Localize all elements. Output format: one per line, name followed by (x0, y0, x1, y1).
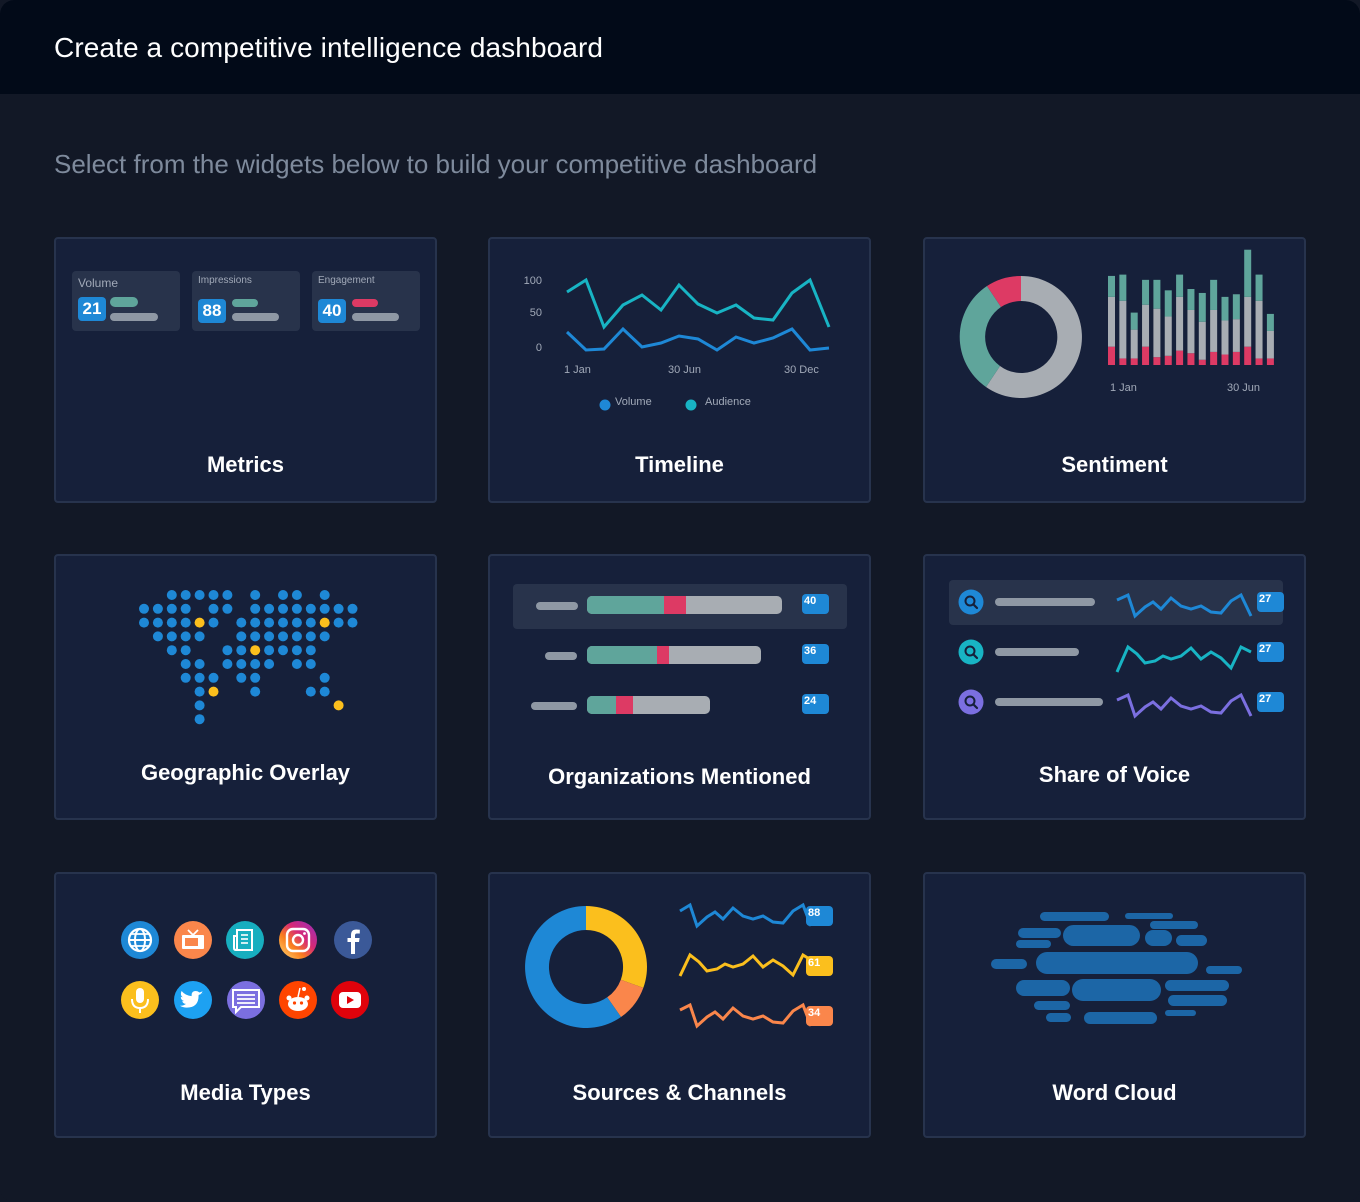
metric-value: 21 (78, 297, 106, 321)
source-count-badge: 88 (806, 906, 833, 926)
tv-icon (174, 921, 212, 959)
metric-value: 40 (318, 299, 346, 323)
volume-line (565, 326, 830, 352)
metric-value: 88 (198, 299, 226, 323)
legend-volume-label: Volume (615, 396, 652, 408)
sov-sparkline-1 (1116, 592, 1253, 619)
timeline-chart: 100 50 0 1 Jan 30 Jun 30 Dec Volume Audi… (524, 275, 831, 411)
sources-chart (525, 902, 813, 1029)
chat-bubble-icon (227, 981, 265, 1019)
metric-box-impressions: Impressions 88 (192, 271, 300, 331)
source-sparkline-1 (679, 902, 813, 929)
word-cloud-graphic (991, 912, 1242, 1024)
media-icons (121, 921, 372, 1019)
metric-bar-accent (352, 299, 378, 307)
widget-card-media-types[interactable]: Media Types (54, 872, 437, 1138)
x-tick-jun: 30 Jun (668, 364, 701, 376)
widget-label: Metrics (206, 452, 285, 477)
legend-volume-dot (599, 399, 611, 411)
metric-bar (110, 313, 158, 321)
sov-graphics (958, 589, 1253, 719)
widget-label: Sources & Channels (572, 1080, 787, 1105)
widget-label: Share of Voice (1038, 762, 1191, 787)
search-icon (958, 639, 984, 665)
org-name-placeholder (545, 652, 577, 660)
metric-box-volume: Volume 21 (72, 271, 180, 331)
sov-sparkline-2 (1115, 644, 1252, 673)
widget-label: Geographic Overlay (140, 760, 351, 785)
widget-card-sentiment[interactable]: 1 Jan 30 Jun Sentiment (923, 237, 1306, 503)
widget-card-word-cloud[interactable]: Word Cloud (923, 872, 1306, 1138)
sov-count-badge: 27 (1257, 692, 1284, 712)
widget-card-share-of-voice[interactable]: 27 27 27 Share of Voice (923, 554, 1306, 820)
metric-name: Volume (78, 276, 119, 290)
sentiment-x-tick-jun: 30 Jun (1227, 382, 1260, 394)
widget-card-metrics[interactable]: Volume 21 Impressions 88 Engagement 40 M… (54, 237, 437, 503)
search-icon (958, 589, 984, 615)
x-tick-dec: 30 Dec (784, 364, 819, 376)
world-dot-map (139, 590, 358, 725)
search-icon (958, 689, 984, 715)
twitter-icon (174, 981, 212, 1019)
sources-donut (525, 906, 647, 1028)
org-count-badge: 36 (802, 644, 829, 664)
widget-card-timeline[interactable]: 100 50 0 1 Jan 30 Jun 30 Dec Volume Audi… (488, 237, 871, 503)
widget-label: Sentiment (1061, 452, 1168, 477)
y-tick-50: 50 (530, 307, 542, 319)
metric-bar-accent (110, 297, 138, 307)
metric-name: Engagement (318, 275, 375, 286)
widget-label: Timeline (635, 452, 724, 477)
page-subtitle: Select from the widgets below to build y… (54, 149, 818, 179)
widget-card-sources[interactable]: 88 61 34 Sources & Channels (488, 872, 871, 1138)
instagram-icon (279, 921, 317, 959)
sov-sparkline-3 (1116, 692, 1253, 719)
sov-count-badge: 27 (1257, 642, 1284, 662)
microphone-icon (121, 981, 159, 1019)
legend-audience-dot (685, 399, 697, 411)
org-sentiment-bar (587, 696, 710, 714)
source-count-badge: 34 (806, 1006, 833, 1026)
audience-line (566, 277, 831, 330)
metric-bar (352, 313, 399, 321)
metric-bar (232, 313, 279, 321)
org-count-badge: 24 (802, 694, 829, 714)
reddit-icon (279, 981, 317, 1019)
org-count-badge: 40 (802, 594, 829, 614)
org-sentiment-bar (587, 596, 782, 614)
widget-card-geographic[interactable]: Geographic Overlay (54, 554, 437, 820)
x-tick-jan: 1 Jan (564, 364, 591, 376)
metric-box-engagement: Engagement 40 (312, 271, 420, 331)
y-tick-100: 100 (524, 275, 542, 287)
globe-icon (121, 921, 159, 959)
widget-label: Organizations Mentioned (548, 764, 811, 789)
y-tick-0: 0 (536, 342, 542, 354)
page-title: Create a competitive intelligence dashbo… (54, 32, 604, 63)
widget-label: Word Cloud (1052, 1080, 1177, 1105)
sentiment-x-tick-jan: 1 Jan (1110, 382, 1137, 394)
source-count-badge: 61 (806, 956, 833, 976)
sentiment-stacked-bars (1108, 249, 1274, 365)
youtube-icon (331, 981, 369, 1019)
news-icon (226, 921, 264, 959)
org-sentiment-bar (587, 646, 761, 664)
org-name-placeholder (536, 602, 578, 610)
header: Create a competitive intelligence dashbo… (0, 0, 1360, 94)
facebook-icon (334, 921, 372, 959)
widget-label: Media Types (180, 1080, 311, 1105)
widget-card-organizations[interactable]: 40 36 24 Organizations Mentioned (488, 554, 871, 820)
metric-bar-accent (232, 299, 258, 307)
sentiment-donut (959, 275, 1082, 398)
sov-count-badge: 27 (1257, 592, 1284, 612)
sentiment-chart: 1 Jan 30 Jun (959, 249, 1274, 398)
legend-audience-label: Audience (705, 396, 751, 408)
source-sparkline-2 (678, 952, 812, 978)
org-name-placeholder (531, 702, 577, 710)
metric-name: Impressions (198, 275, 252, 286)
source-sparkline-3 (679, 1002, 813, 1029)
